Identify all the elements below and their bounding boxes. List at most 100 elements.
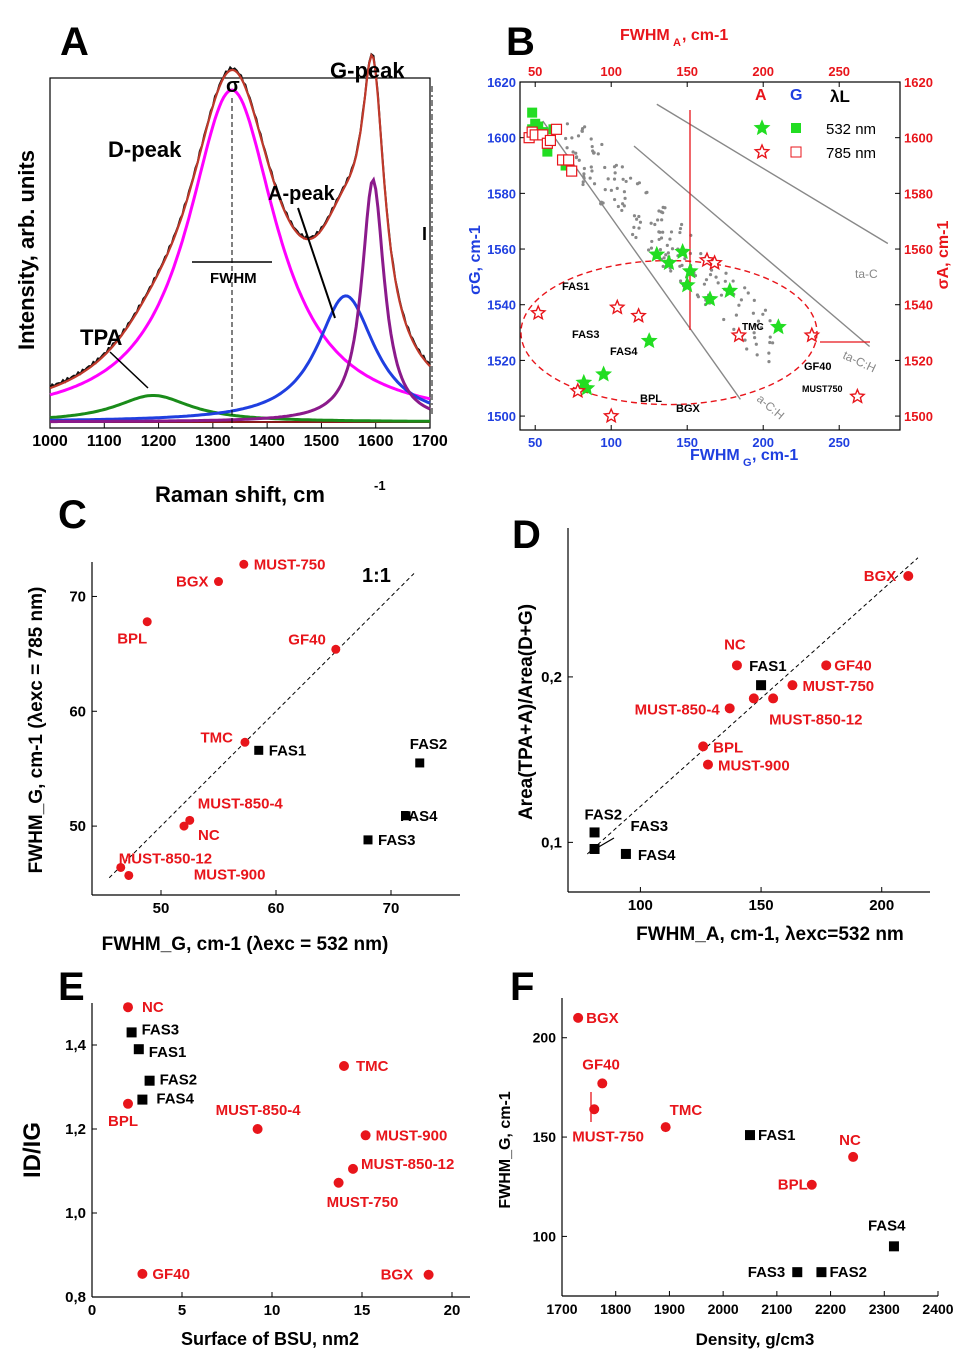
y-tick-label: 0,2 <box>541 669 562 686</box>
data-point-black <box>620 848 631 859</box>
point-label: MUST-850-12 <box>119 850 212 867</box>
literature-point <box>612 177 617 181</box>
legend-star-785 <box>753 143 771 160</box>
y-axis-label: Area(TPA+A)/Area(D+G) <box>516 604 537 820</box>
literature-point <box>622 204 626 208</box>
plot-frame <box>49 77 431 429</box>
literature-point <box>634 217 639 221</box>
data-point-black <box>792 1267 803 1278</box>
literature-point <box>683 256 687 261</box>
point-label: BGX <box>676 403 701 415</box>
point-label: MUST-750 <box>327 1194 399 1211</box>
point-label: FAS2 <box>410 736 448 753</box>
y2-tick-label: 1540 <box>904 298 933 313</box>
g-peak-785 <box>544 134 557 147</box>
x2-tick-label: 50 <box>528 64 542 79</box>
literature-point <box>603 188 607 192</box>
x-tick-label: 1000 <box>32 433 68 450</box>
literature-point <box>621 177 625 181</box>
literature-point <box>663 206 667 210</box>
x-tick-label: 1600 <box>358 433 394 450</box>
a-peak-532 <box>674 242 692 259</box>
literature-point <box>649 221 653 225</box>
literature-point <box>592 182 597 186</box>
a-peak-532 <box>595 365 613 382</box>
literature-point <box>763 308 768 312</box>
literature-point <box>665 243 669 247</box>
x-tick-label: 1800 <box>600 1301 631 1317</box>
panel-letter: C <box>58 493 87 537</box>
literature-point <box>637 181 642 185</box>
data-point-black <box>126 1027 137 1038</box>
literature-point <box>678 230 682 235</box>
x2-tick-label: 250 <box>828 64 850 79</box>
literature-point <box>622 190 627 194</box>
point-label: MUST-850-4 <box>635 701 721 718</box>
data-point-red <box>239 559 249 569</box>
literature-point <box>596 152 600 156</box>
panel-letter: B <box>506 20 535 64</box>
literature-point <box>631 232 635 237</box>
literature-point <box>616 204 620 209</box>
panel-letter: D <box>512 513 541 557</box>
point-label: FAS4 <box>400 808 438 825</box>
literature-point <box>580 129 584 133</box>
point-label: NC <box>142 999 164 1016</box>
literature-point <box>752 331 756 335</box>
g-peak-532 <box>542 146 553 157</box>
x-tick-label: 100 <box>628 897 653 914</box>
label-d-peak: D-peak <box>108 137 182 162</box>
literature-point <box>577 158 581 162</box>
x-tick-label: 1300 <box>195 433 231 450</box>
literature-point <box>574 156 579 160</box>
literature-point <box>571 150 575 154</box>
data-point-black <box>888 1241 899 1252</box>
label-ta-c-h: ta-C:H <box>841 348 878 375</box>
point-label: FAS2 <box>585 806 623 823</box>
literature-point <box>582 172 586 176</box>
data-point-black <box>133 1044 144 1055</box>
y-tick-label: 50 <box>69 818 86 835</box>
data-point-red <box>787 680 798 691</box>
data-point-red <box>116 862 126 872</box>
panel-letter: F <box>510 965 534 1009</box>
literature-point <box>737 303 741 307</box>
data-point-red <box>333 1177 344 1188</box>
x-axis-unit: , cm-1 <box>752 447 798 464</box>
x2-axis-label: FWHM <box>620 27 670 44</box>
literature-point <box>615 186 619 190</box>
literature-point <box>732 327 736 332</box>
point-label: FAS3 <box>378 832 416 849</box>
data-point-red <box>360 1130 371 1141</box>
y-tick-label: 1,0 <box>65 1205 86 1222</box>
y-axis-label: FWHM_G, cm-1 (λexc = 785 nm) <box>26 587 47 874</box>
literature-point <box>678 279 683 283</box>
peak-curve-g-peak <box>50 176 431 424</box>
g-peak-785 <box>566 165 578 177</box>
x-tick-label: 2100 <box>761 1301 792 1317</box>
x-tick-label: 2300 <box>869 1301 900 1317</box>
data-point-red <box>573 1012 584 1023</box>
literature-point <box>722 317 726 322</box>
literature-point <box>565 146 569 150</box>
y-tick-label: 1560 <box>487 242 516 257</box>
trend-line-ta-c-h <box>633 145 871 348</box>
point-label: BPL <box>117 631 147 648</box>
x2-axis-unit: , cm-1 <box>682 27 728 44</box>
point-label: MUST-750 <box>802 678 874 695</box>
y-tick-label: 1,2 <box>65 1121 86 1138</box>
y-tick-label: 60 <box>69 703 86 720</box>
literature-point <box>621 202 625 206</box>
literature-point <box>564 136 568 141</box>
point-label: NC <box>839 1132 861 1149</box>
x-axis-label: Density, g/cm3 <box>696 1330 815 1349</box>
literature-point <box>669 230 674 234</box>
literature-point <box>767 351 771 355</box>
y-axis-label: Intensity, arb. units <box>14 150 39 350</box>
literature-point <box>708 273 713 277</box>
label-sigma: σ <box>226 75 240 97</box>
data-point-red <box>240 737 250 747</box>
legend-square-785 <box>790 146 802 158</box>
literature-point <box>678 264 682 268</box>
x-tick-label: 2000 <box>708 1301 739 1317</box>
